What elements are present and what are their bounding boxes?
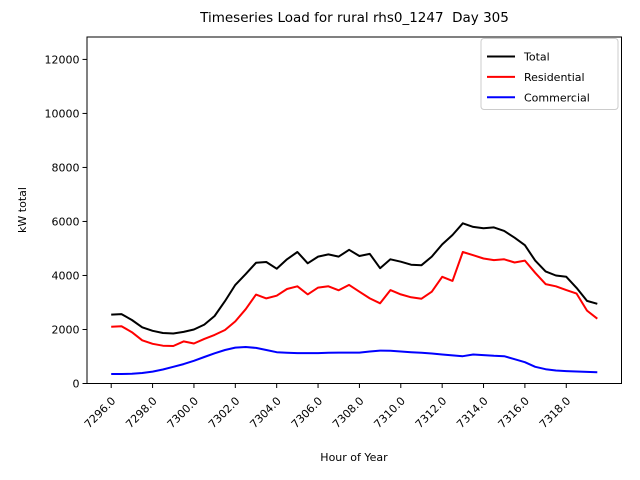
x-tick-label: 7296.0 — [82, 394, 118, 430]
y-tick-label: 2000 — [52, 323, 80, 336]
x-tick-label: 7318.0 — [537, 394, 573, 430]
x-tick-label: 7302.0 — [206, 394, 242, 430]
y-axis-label: kW total — [16, 187, 29, 233]
legend-box — [480, 38, 619, 110]
y-tick-label: 8000 — [52, 161, 80, 174]
x-axis-label: Hour of Year — [320, 451, 388, 464]
legend-label-commercial: Commercial — [524, 91, 590, 104]
legend: Total Residential Commercial — [480, 38, 619, 110]
x-tick-label: 7306.0 — [289, 394, 325, 430]
x-tick-label: 7312.0 — [413, 394, 449, 430]
y-tick-label: 10000 — [45, 107, 80, 120]
y-tick-label: 12000 — [45, 53, 80, 66]
series-line-total — [111, 222, 598, 335]
plot-area — [86, 36, 622, 384]
x-tick-label: 7300.0 — [165, 394, 201, 430]
y-tick-label: 6000 — [52, 215, 80, 228]
chart-title: Timeseries Load for rural rhs0_1247 Day … — [200, 10, 509, 26]
series-lines — [111, 222, 598, 375]
y-tick-label: 0 — [73, 378, 80, 391]
y-axis: 0 2000 4000 6000 8000 10000 12000 — [45, 53, 87, 391]
x-tick-label: 7308.0 — [330, 394, 366, 430]
x-tick-label: 7310.0 — [371, 394, 407, 430]
x-tick-label: 7304.0 — [247, 394, 283, 430]
series-line-residential — [111, 251, 598, 347]
x-tick-label: 7298.0 — [123, 394, 159, 430]
x-axis: 7296.0 7298.0 7300.0 7302.0 7304.0 7306.0 7308… — [82, 383, 573, 431]
x-tick-label: 7314.0 — [454, 394, 490, 430]
y-tick-label: 4000 — [52, 269, 80, 282]
x-tick-label: 7316.0 — [496, 394, 532, 430]
series-line-commercial — [111, 346, 598, 375]
legend-label-total: Total — [523, 51, 550, 64]
legend-label-residential: Residential — [524, 71, 585, 84]
